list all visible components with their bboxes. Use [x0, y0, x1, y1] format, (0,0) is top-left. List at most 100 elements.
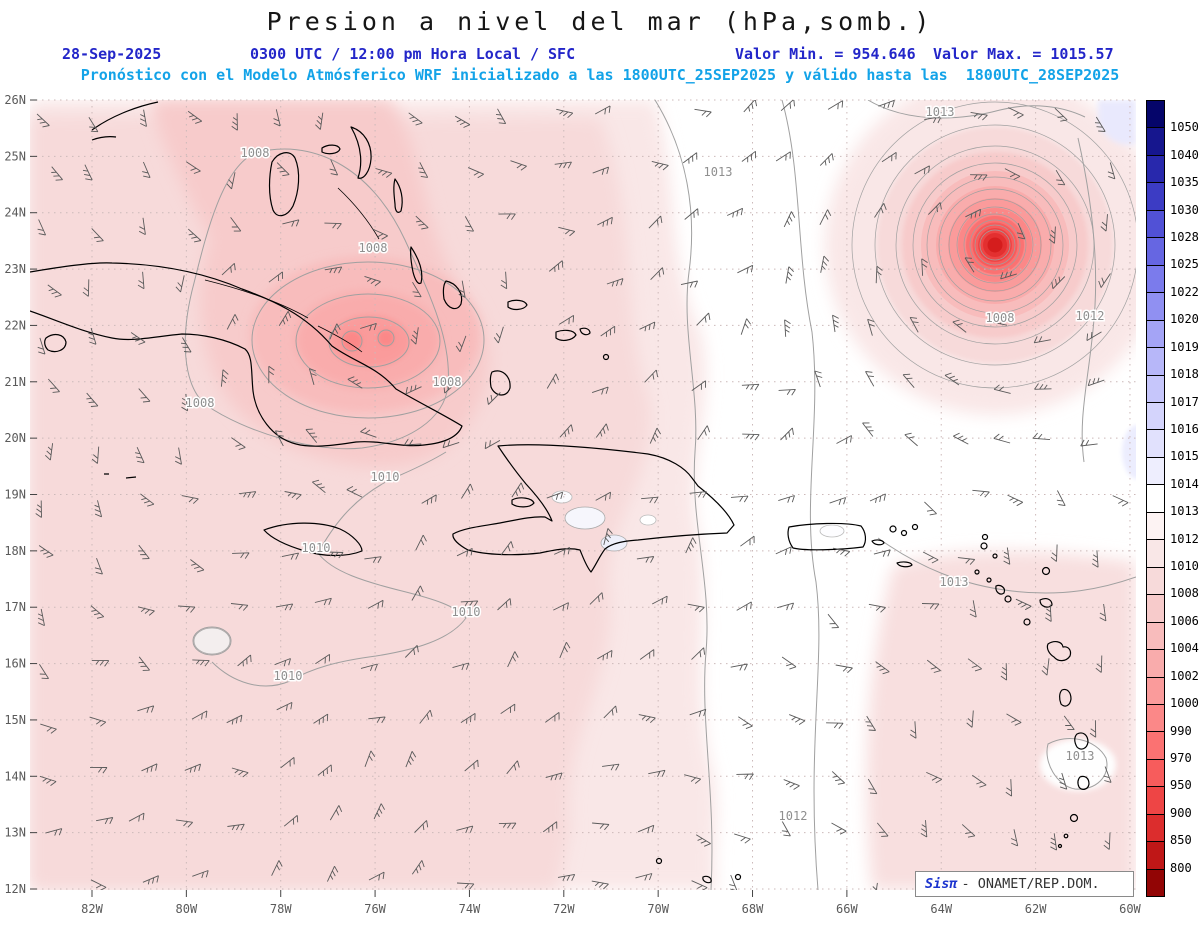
- wind-barb: [500, 541, 514, 556]
- wind-barb: [1056, 490, 1066, 507]
- wind-barb: [594, 105, 611, 115]
- colorbar-cell: [1147, 210, 1164, 239]
- wind-barb: [558, 315, 575, 325]
- colorbar-cell: [1147, 567, 1164, 596]
- wind-barb: [187, 228, 202, 243]
- wind-barb: [347, 376, 363, 389]
- wind-barb: [283, 815, 299, 827]
- wind-barb: [595, 423, 609, 438]
- wind-barb: [1050, 544, 1058, 562]
- wind-barb: [274, 658, 291, 667]
- forecast-date: 28-Sep-2025: [62, 45, 162, 63]
- colorbar-cell: [1147, 375, 1164, 403]
- wind-barb: [47, 378, 60, 393]
- wind-barb: [694, 108, 712, 118]
- wind-barb: [1100, 214, 1108, 232]
- wind-barb: [952, 319, 967, 333]
- wind-barb: [506, 760, 520, 775]
- colorbar-label: 1040: [1170, 147, 1199, 162]
- wind-barb: [775, 546, 792, 555]
- wind-barb: [542, 821, 558, 833]
- wind-barb: [1005, 779, 1013, 797]
- colorbar-label: 1022: [1170, 284, 1199, 299]
- colorbar-label: 900: [1170, 805, 1192, 820]
- shade-southeast-white-pocket: [1040, 739, 1116, 791]
- wind-barb: [789, 714, 806, 725]
- wind-barb: [1107, 162, 1116, 180]
- wind-barb: [421, 494, 437, 505]
- wind-barb: [869, 493, 886, 503]
- coast-vieques: [871, 539, 885, 546]
- wind-barb: [1099, 603, 1107, 622]
- wind-barb: [868, 603, 886, 613]
- wind-barb: [651, 160, 669, 171]
- wind-barb: [736, 773, 754, 780]
- watermark-text: - ONAMET/REP.DOM.: [961, 876, 1100, 892]
- wind-barb: [414, 820, 429, 833]
- isobar-1012-east: [1077, 137, 1097, 463]
- wind-barb: [405, 751, 417, 768]
- coast-cuba: [30, 262, 463, 447]
- colorbar-label: 1019: [1170, 339, 1199, 354]
- colorbar-label: 1025: [1170, 257, 1199, 272]
- wind-barb: [878, 100, 895, 109]
- colorbar-cell: [1147, 155, 1164, 184]
- wind-barb: [221, 262, 236, 276]
- wind-barb: [91, 228, 104, 243]
- wind-barb: [636, 556, 655, 563]
- wind-barb: [862, 422, 874, 437]
- wind-barb: [597, 650, 613, 661]
- wind-barb: [546, 373, 560, 389]
- colorbar-cell: [1147, 183, 1164, 211]
- wind-barb: [970, 174, 988, 181]
- colorbar-cell: [1147, 842, 1164, 870]
- wind-barb: [926, 771, 943, 784]
- value-min-label: Valor Min. = 954.646: [735, 45, 916, 63]
- wind-barb: [91, 446, 100, 464]
- wind-barb: [375, 168, 393, 178]
- coast-puerto-rico: [787, 522, 867, 551]
- wind-barb: [826, 722, 844, 729]
- shade-cuba-1000: [330, 315, 410, 367]
- wind-barb: [691, 647, 706, 660]
- wind-barb: [35, 500, 42, 518]
- wind-barb: [140, 493, 155, 507]
- lat-label: 13N: [4, 826, 26, 840]
- wind-barb: [558, 226, 576, 237]
- wind-barb: [595, 491, 612, 501]
- colorbar-label: 1016: [1170, 421, 1199, 436]
- lat-label: 16N: [4, 657, 26, 671]
- wind-barb: [346, 486, 363, 498]
- wind-barb: [874, 203, 887, 218]
- colorbar-cell: [1147, 622, 1164, 651]
- wind-barb: [556, 108, 574, 119]
- colorbar-cell: [1147, 677, 1164, 705]
- wind-barb: [317, 764, 332, 777]
- wind-barb: [553, 602, 569, 611]
- wind-barb: [741, 383, 760, 391]
- wind-barb: [953, 432, 969, 445]
- wind-barb: [486, 392, 501, 405]
- wind-barb: [559, 641, 571, 659]
- wind-barb: [819, 153, 834, 166]
- wind-barb: [546, 491, 564, 500]
- colorbar-label: 1000: [1170, 696, 1199, 711]
- wind-barb: [778, 495, 795, 503]
- wind-barb: [1103, 766, 1112, 783]
- isobar-label: 1012: [1076, 309, 1105, 323]
- wind-barb: [507, 651, 519, 668]
- value-max-label: Valor Max. = 1015.57: [933, 45, 1114, 63]
- hurricane-eye: [987, 237, 1003, 253]
- wind-barb: [784, 319, 791, 337]
- wind-barb: [275, 603, 294, 611]
- wind-barb: [138, 388, 151, 403]
- wind-barb: [191, 710, 208, 720]
- isobar-1013-top: [867, 100, 1086, 119]
- wind-barb: [909, 721, 917, 739]
- wind-barb: [865, 715, 876, 731]
- wind-barb: [687, 603, 705, 613]
- coast-cat-island: [393, 178, 403, 213]
- colorbar-label: 1050: [1170, 120, 1199, 135]
- wind-barb: [591, 880, 609, 890]
